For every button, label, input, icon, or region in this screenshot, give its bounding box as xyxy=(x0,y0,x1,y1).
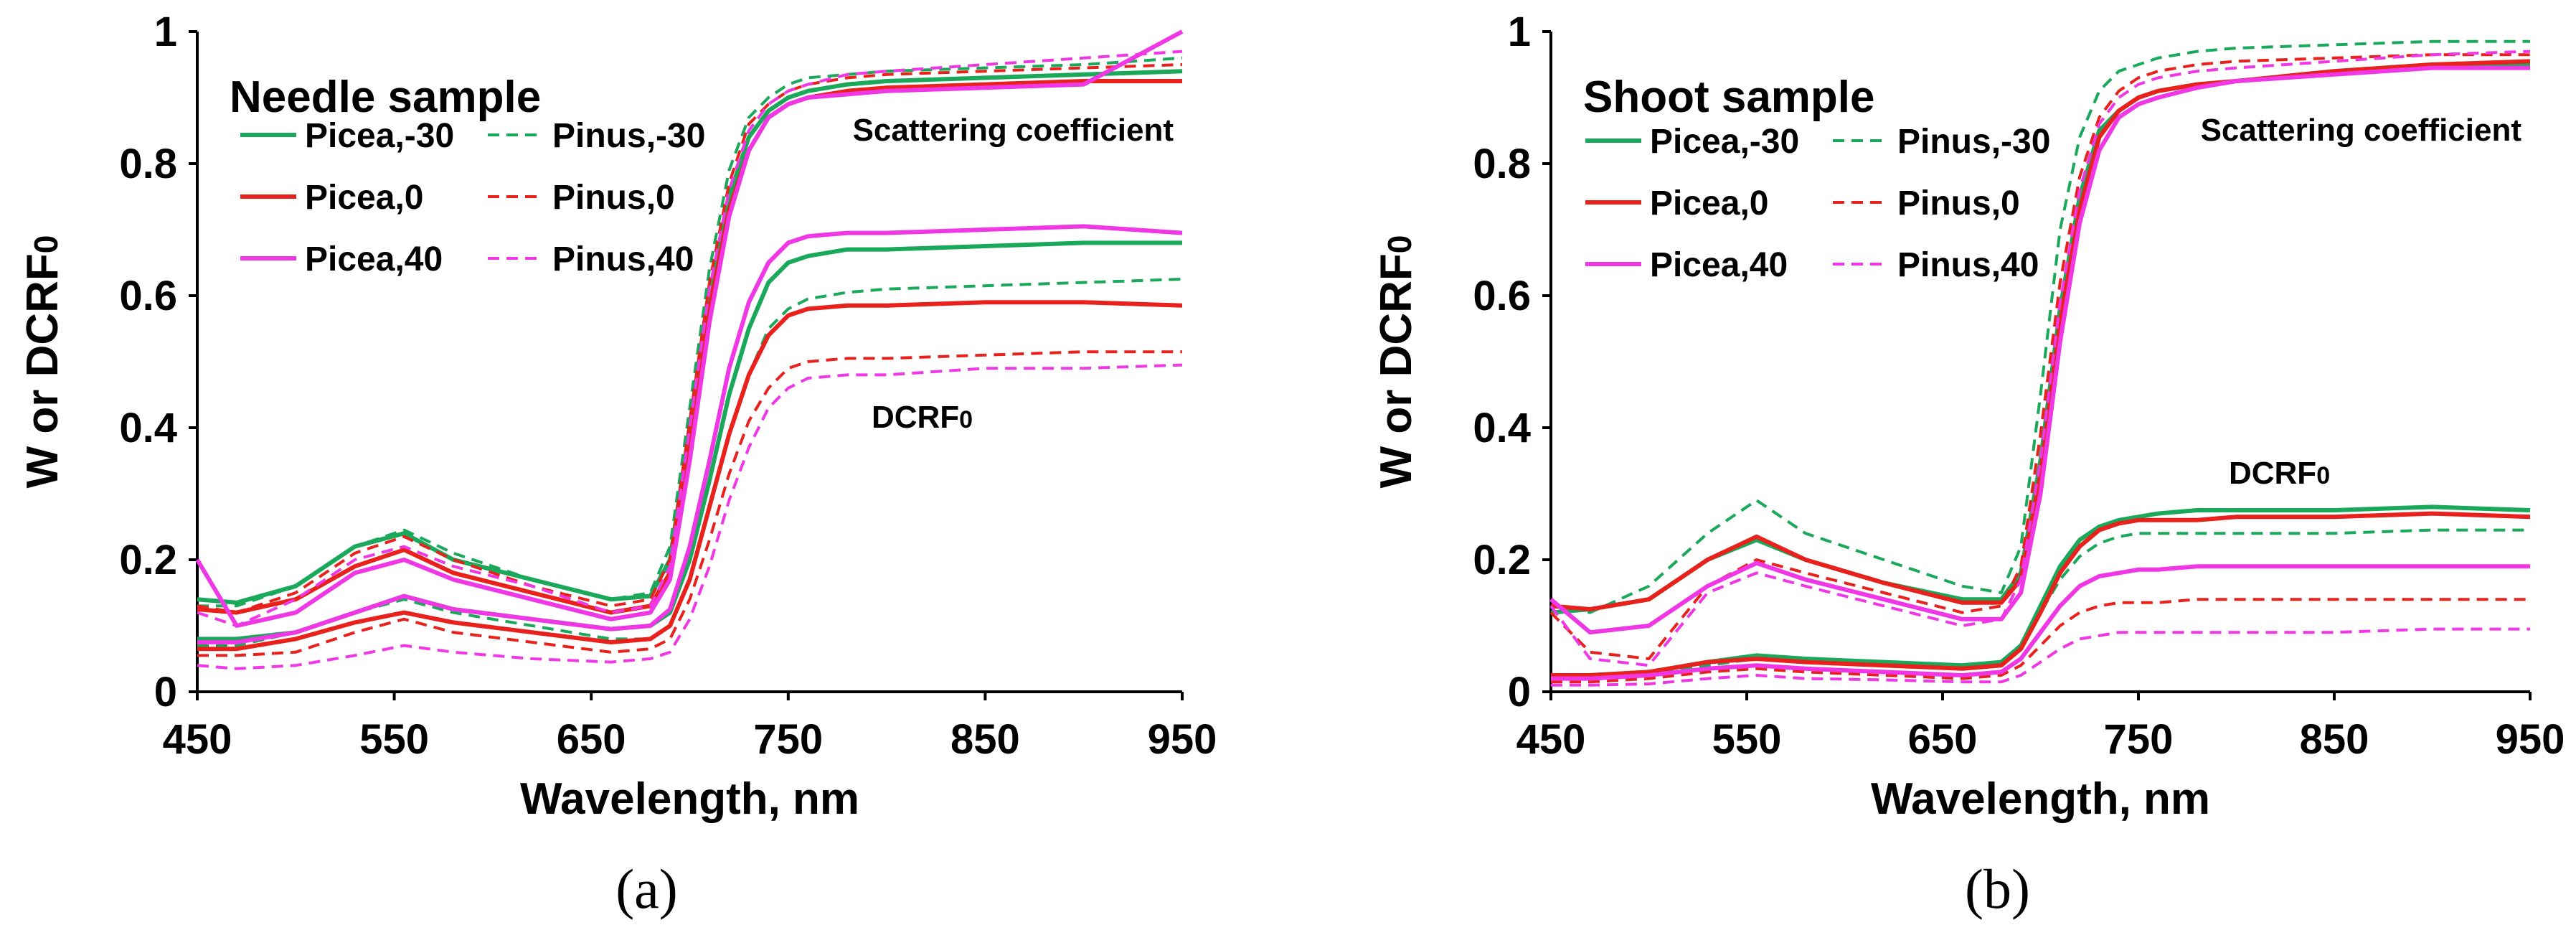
legend-label: Picea,0 xyxy=(1650,184,1768,222)
y-tick-label: 0.2 xyxy=(1473,537,1531,583)
legend-label: Pinus,40 xyxy=(552,240,694,278)
legend-label: Pinus,0 xyxy=(1897,184,2020,222)
y-tick-label: 0.4 xyxy=(1473,405,1531,451)
x-tick-label: 450 xyxy=(163,716,232,763)
series-line-picea-40-scattering xyxy=(1549,65,2530,635)
y-axis-label: W or DCRF0 xyxy=(1372,235,1421,489)
legend-label: Picea,-30 xyxy=(305,117,454,155)
x-tick-label: 950 xyxy=(2496,716,2565,763)
y-tick-label: 0.6 xyxy=(1473,273,1531,319)
inset-title: Needle sample xyxy=(230,72,541,122)
x-tick-label: 650 xyxy=(557,716,626,763)
series-line-picea-0-dcrf0 xyxy=(197,300,1183,652)
legend-label: Pinus,-30 xyxy=(1897,123,2050,161)
y-tick-label: 0 xyxy=(154,669,177,715)
series-line-pinus-40-dcrf0 xyxy=(1551,627,2530,687)
series-line-pinus-40-dcrf0 xyxy=(197,363,1183,670)
series-line-pinus-40-scattering xyxy=(197,50,1183,627)
inset-title: Shoot sample xyxy=(1583,72,1875,122)
annotation-scattering: Scattering coefficient xyxy=(853,113,1174,148)
y-axis-label: W or DCRF0 xyxy=(18,235,67,489)
x-tick-label: 850 xyxy=(2300,716,2369,763)
legend-label: Pinus,40 xyxy=(1897,246,2039,284)
series-line-picea-0-dcrf0 xyxy=(1551,511,2531,677)
x-tick-label: 750 xyxy=(2104,716,2174,763)
series-line-pinus-30-scattering xyxy=(1550,39,2530,614)
series-line-pinus-0-scattering xyxy=(1549,53,2530,660)
series-line-pinus-30-dcrf0 xyxy=(1551,528,2530,680)
y-tick-label: 0.8 xyxy=(119,141,177,187)
x-axis-label: Wavelength, nm xyxy=(520,774,859,824)
x-tick-label: 650 xyxy=(1908,716,1978,763)
series-line-pinus-0-dcrf0 xyxy=(197,350,1182,657)
y-tick-label: 0.8 xyxy=(1473,141,1531,187)
x-tick-label: 850 xyxy=(950,716,1020,763)
legend-label: Pinus,-30 xyxy=(552,117,705,155)
x-axis-label: Wavelength, nm xyxy=(1871,774,2210,824)
legend-label: Picea,40 xyxy=(305,240,443,278)
x-tick-label: 550 xyxy=(359,716,429,763)
legend: Picea,-30 Pinus,-30 Picea,0 Pinus,0 Picea,40… xyxy=(240,117,705,278)
chart-panel-b: 0 0.2 0.4 0.6 0.8 1 450 550 650 750 850 950 Waveleng… xyxy=(1372,9,2565,920)
x-tick-label: 450 xyxy=(1516,716,1586,763)
y-tick-label: 0.4 xyxy=(119,405,177,451)
y-tick-label: 1 xyxy=(154,9,177,55)
legend-label: Picea,-30 xyxy=(1650,123,1799,161)
y-tick-label: 0.6 xyxy=(119,273,177,319)
annotation-scattering: Scattering coefficient xyxy=(2201,113,2522,148)
y-tick-label: 0.2 xyxy=(119,537,177,583)
legend-label: Pinus,0 xyxy=(552,179,675,217)
series-line-picea-40-scattering xyxy=(195,29,1184,628)
legend-label: Picea,0 xyxy=(305,179,423,217)
series-line-pinus-40-scattering xyxy=(1549,50,2531,667)
y-tick-label: 1 xyxy=(1508,9,1531,55)
series-line-picea-0-scattering xyxy=(197,79,1182,615)
x-tick-label: 550 xyxy=(1712,716,1782,763)
panel-label: (b) xyxy=(1965,858,2030,920)
series-line-picea-40-dcrf0 xyxy=(1551,564,2530,681)
legend-label: Picea,40 xyxy=(1650,246,1788,284)
legend: Picea,-30 Pinus,-30 Picea,0 Pinus,0 Picea,40… xyxy=(1585,123,2050,284)
x-tick-label: 950 xyxy=(1148,716,1217,763)
panel-label: (a) xyxy=(615,858,678,920)
annotation-dcrf0: DCRF0 xyxy=(872,400,973,435)
x-tick-label: 750 xyxy=(753,716,823,763)
series-line-picea-40-dcrf0 xyxy=(197,224,1183,644)
chart-panel-a: 0 0.2 0.4 0.6 0.8 1 450 550 650 750 850 950 Waveleng… xyxy=(18,9,1217,920)
series-line-pinus-0-dcrf0 xyxy=(1551,598,2530,684)
y-tick-label: 0 xyxy=(1508,669,1531,715)
annotation-dcrf0: DCRF0 xyxy=(2229,456,2330,491)
